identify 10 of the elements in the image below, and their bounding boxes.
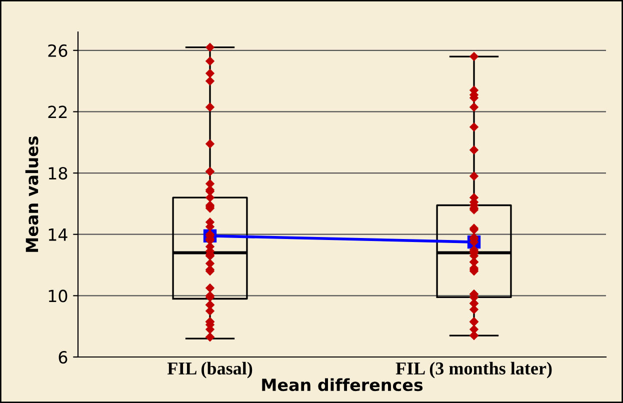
y-tick-label: 18 (48, 167, 68, 180)
y-tick-label: 6 (58, 350, 68, 364)
x-axis-title: Mean differences (262, 378, 423, 392)
x-tick-label: FIL (basal) (167, 362, 252, 378)
y-tick-label: 10 (48, 290, 68, 302)
y-tick-label: 22 (48, 106, 67, 118)
x-tick-label: FIL (3 months later) (396, 362, 552, 378)
y-tick-label: 26 (48, 44, 68, 57)
y-axis-title: Mean values (25, 136, 38, 252)
y-tick-label: 14 (48, 228, 68, 241)
